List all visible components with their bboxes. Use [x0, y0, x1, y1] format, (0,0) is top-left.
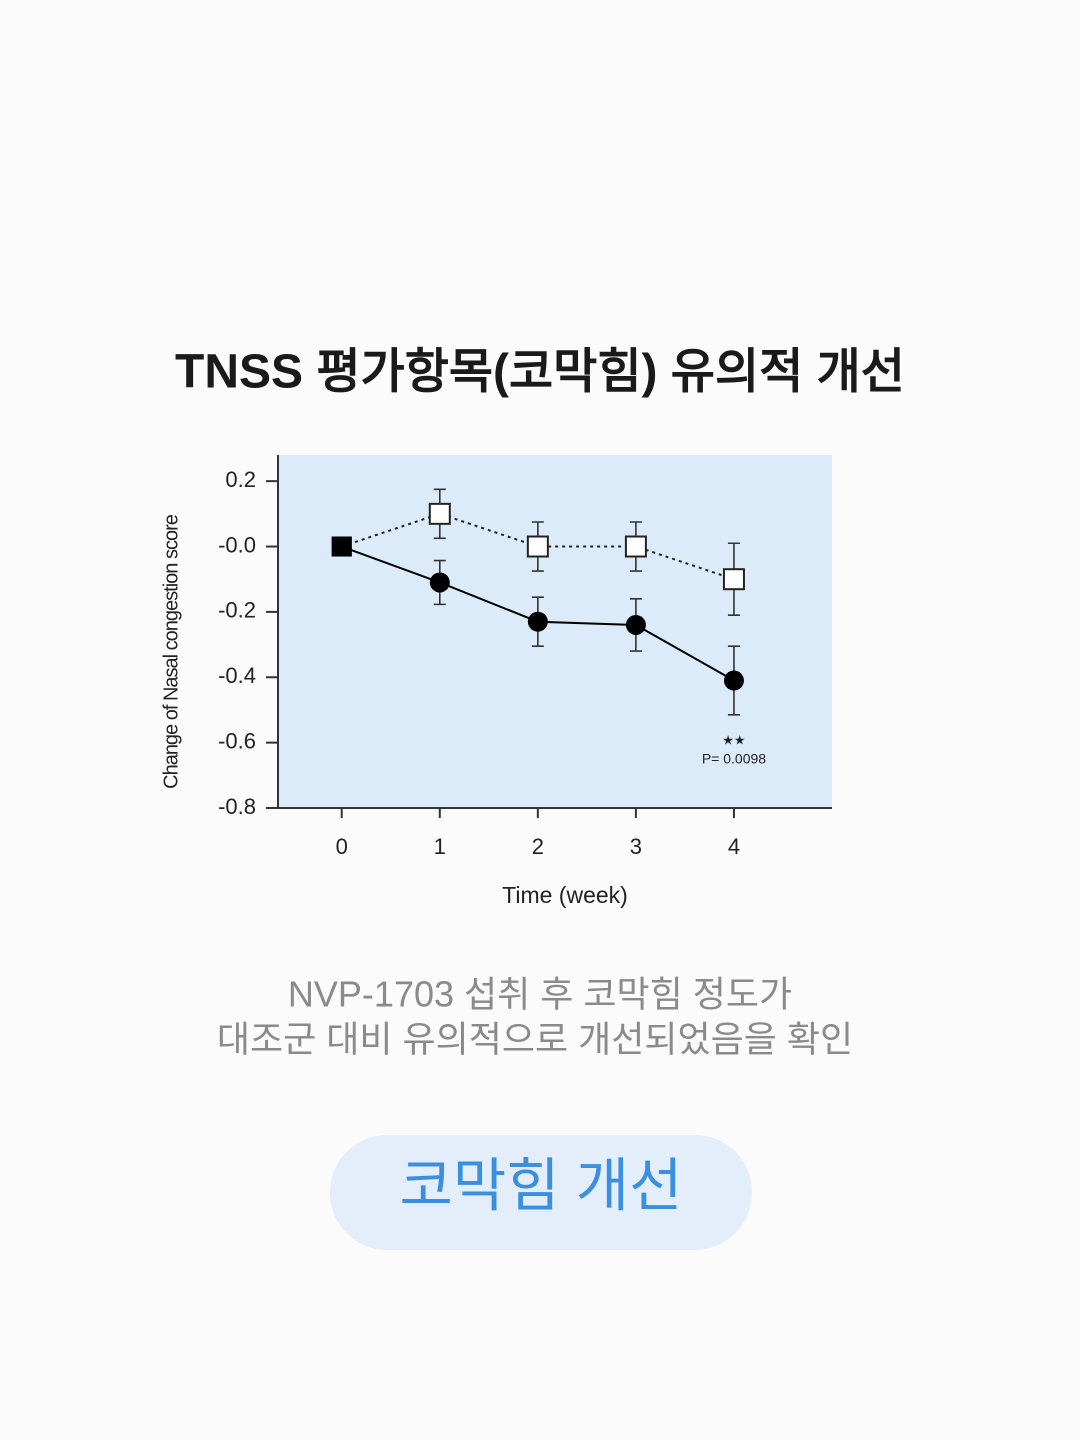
y-tick-label: -0.6	[218, 728, 256, 753]
x-axis-label: Time (week)	[502, 882, 628, 908]
x-tick-label: 0	[336, 834, 348, 859]
y-axis-label: Change of Nasal congestion score	[160, 514, 182, 789]
x-tick-label: 1	[434, 834, 446, 859]
y-tick-label: -0.0	[218, 532, 256, 557]
heading: TNSS 평가항목(코막힘) 유의적 개선	[175, 346, 905, 399]
start-marker	[331, 536, 352, 557]
marker	[428, 502, 451, 525]
annotation: ★★	[722, 732, 745, 747]
marker	[723, 670, 744, 691]
marker	[722, 568, 745, 591]
annotation: P= 0.0098	[702, 751, 766, 767]
plot-area	[278, 455, 832, 808]
x-tick-label: 4	[728, 834, 740, 859]
y-tick-label: 0.2	[225, 467, 256, 492]
y-tick-label: -0.4	[218, 663, 256, 688]
y-tick-label: -0.8	[218, 794, 256, 819]
marker	[625, 614, 646, 635]
y-tick-label: -0.2	[218, 598, 256, 623]
marker	[527, 611, 548, 632]
button-label[interactable]: 코막힘 개선	[400, 1153, 683, 1218]
marker	[429, 572, 450, 593]
caption-line: 대조군 대비 유의적으로 개선되었음을 확인	[217, 1019, 853, 1060]
x-tick-label: 3	[630, 834, 642, 859]
x-tick-label: 2	[532, 834, 544, 859]
button[interactable]	[330, 1135, 752, 1250]
marker	[624, 535, 647, 558]
caption-line: NVP-1703 섭취 후 코막힘 정도가	[288, 974, 792, 1015]
marker	[526, 535, 549, 558]
